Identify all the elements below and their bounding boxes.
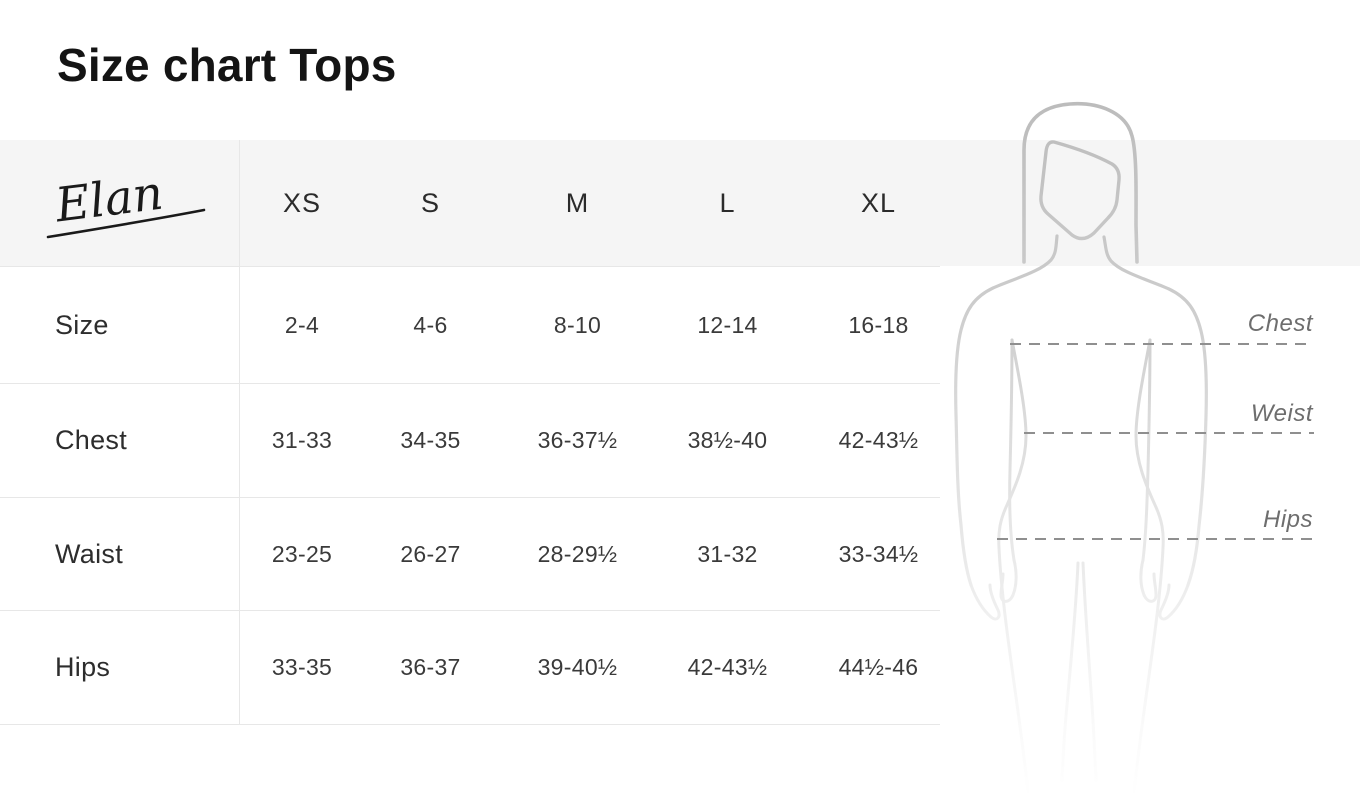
figure-right-inner-arm-path — [1141, 338, 1152, 562]
hips-cell: 44½-46 — [838, 654, 919, 680]
brand-logo-underline — [46, 208, 206, 239]
figure-left-shoulder-arm-path — [954, 234, 1059, 587]
brand-logo-text: Elan — [52, 166, 167, 234]
column-header-l: L — [719, 187, 736, 218]
brand-logo: Elan — [46, 166, 206, 239]
hips-cell: 36-37 — [400, 654, 461, 680]
size-table: Elan XS S M L XL Size 2-4 4-6 8-10 12-14… — [0, 140, 940, 725]
chest-cell: 31-33 — [271, 427, 333, 453]
figure-right-torso-leg-path — [1132, 338, 1165, 794]
chest-cell: 36-37½ — [537, 427, 618, 453]
waist-measurement-line — [1024, 432, 1314, 434]
figure-left-hand-path — [969, 558, 1018, 621]
column-header-xl: XL — [860, 187, 897, 218]
hips-measurement-line — [997, 538, 1314, 540]
chest-cell: 34-35 — [400, 427, 461, 453]
figure-left-torso-leg-path — [997, 338, 1030, 794]
waist-cell: 33-34½ — [838, 540, 919, 567]
column-header-s: S — [420, 187, 440, 218]
figure-left-inner-arm-path — [1008, 338, 1016, 562]
table-row-chest: Chest 31-33 34-35 36-37½ 38½-40 42-43½ — [0, 383, 940, 497]
hips-cell: 39-40½ — [537, 654, 618, 680]
table-header-band — [0, 140, 1360, 266]
row-label-size: Size — [0, 267, 240, 383]
row-label-waist: Waist — [0, 498, 240, 610]
waist-cell: 31-32 — [697, 540, 758, 567]
row-label-hips: Hips — [0, 611, 240, 724]
figure-inner-legs-path — [1060, 561, 1098, 782]
column-header-m: M — [565, 187, 590, 218]
chest-cell: 42-43½ — [838, 427, 919, 453]
figure-right-hand-path — [1139, 558, 1190, 621]
chest-cell: 38½-40 — [687, 427, 768, 453]
size-cell: 12-14 — [697, 311, 758, 338]
waist-cell: 26-27 — [400, 540, 461, 567]
figure-right-shoulder-arm-path — [1102, 235, 1208, 587]
figure-hair-path — [1022, 101, 1139, 264]
table-row-hips: Hips 33-35 36-37 39-40½ 42-43½ 44½-46 — [0, 610, 940, 725]
row-label-chest: Chest — [0, 384, 240, 497]
chest-measurement-label: Chest — [1247, 310, 1313, 337]
chest-measurement-line — [1010, 343, 1314, 345]
size-cell: 4-6 — [413, 311, 448, 338]
hips-cell: 33-35 — [271, 654, 333, 680]
table-row-size: Size 2-4 4-6 8-10 12-14 16-18 — [0, 266, 940, 383]
hips-cell: 42-43½ — [687, 654, 768, 680]
waist-measurement-label: Weist — [1250, 400, 1313, 427]
table-header-row: Elan XS S M L XL — [0, 140, 940, 266]
brand-logo-cell: Elan — [0, 140, 240, 266]
size-cell: 16-18 — [848, 311, 909, 338]
table-row-waist: Waist 23-25 26-27 28-29½ 31-32 33-34½ — [0, 497, 940, 610]
hips-measurement-label: Hips — [1262, 506, 1313, 533]
figure-face-path — [1039, 140, 1121, 241]
size-cell: 2-4 — [284, 311, 320, 338]
page-title: Size chart Tops — [57, 39, 397, 91]
size-cell: 8-10 — [553, 311, 602, 338]
body-figure-illustration — [954, 101, 1208, 794]
waist-cell: 23-25 — [271, 540, 333, 567]
waist-cell: 28-29½ — [537, 540, 618, 567]
column-header-xs: XS — [282, 187, 322, 218]
